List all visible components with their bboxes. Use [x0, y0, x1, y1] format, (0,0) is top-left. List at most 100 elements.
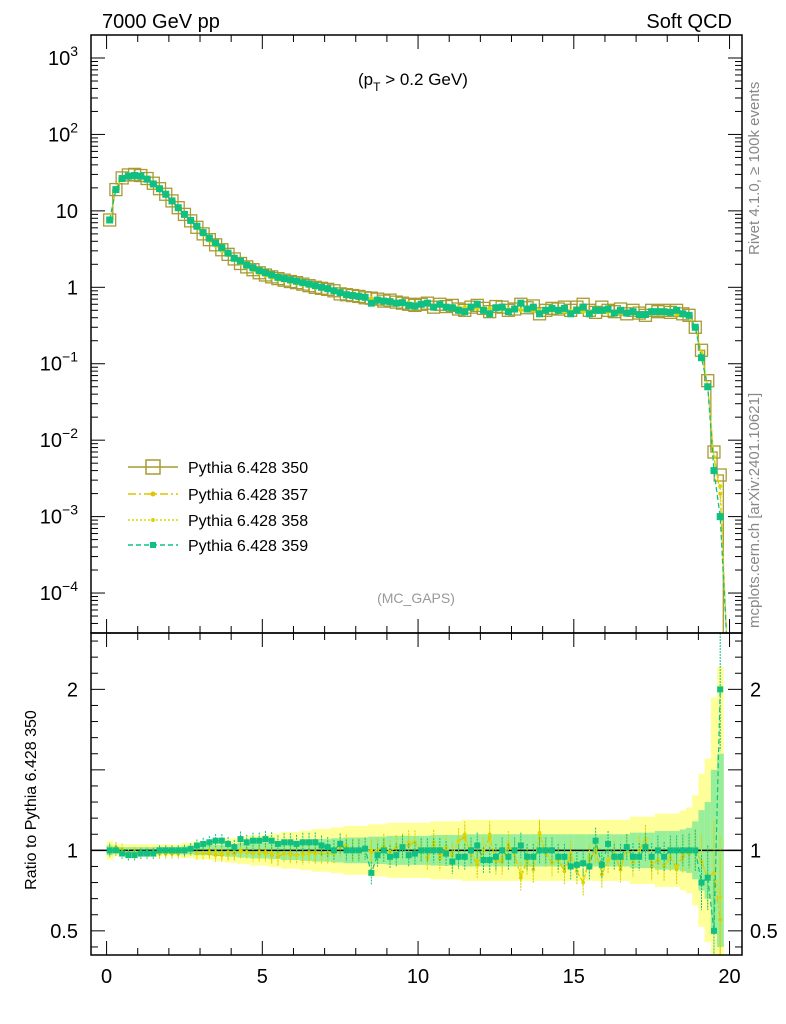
data-point-358 — [581, 309, 586, 314]
ratio-point-359 — [480, 857, 487, 864]
reference-uncertainty-band — [106, 666, 724, 955]
ratio-point-359 — [710, 927, 717, 934]
data-point-359 — [143, 175, 151, 183]
legend-entry-350: Pythia 6.428 350 — [128, 459, 308, 477]
ratio-point-359 — [486, 857, 493, 864]
data-point-359 — [274, 273, 282, 281]
ratio-point-359 — [679, 847, 686, 854]
ratio-point-359 — [555, 853, 562, 860]
series-line-357 — [109, 174, 728, 634]
ratio-frame — [90, 632, 743, 956]
ratio-point-359 — [181, 847, 188, 854]
data-point-359 — [704, 383, 712, 391]
ratio-line-359 — [109, 689, 721, 931]
ratio-point-359 — [449, 858, 456, 865]
ratio-point-359 — [542, 847, 549, 854]
data-point-359 — [585, 310, 593, 318]
data-point-359 — [305, 280, 313, 288]
ratio-point-359 — [281, 839, 288, 846]
ratio-point-359 — [673, 847, 680, 854]
ratio-y-tick-label-right: 2 — [750, 679, 761, 701]
ratio-point-358 — [307, 851, 311, 856]
rivet-version-label: Rivet 4.1.0, ≥ 100k events — [746, 82, 763, 255]
ratio-point-358 — [220, 851, 224, 856]
data-point-359 — [330, 287, 338, 295]
data-point-359 — [641, 311, 649, 319]
data-point-359 — [405, 301, 413, 309]
data-point-359 — [317, 283, 325, 291]
ratio-point-359 — [268, 837, 275, 844]
ratio-point-358 — [294, 853, 299, 857]
main-plot-area — [103, 167, 730, 634]
ratio-point-359 — [349, 847, 356, 854]
data-point-359 — [280, 275, 288, 283]
data-point-359 — [249, 264, 257, 272]
data-point-359 — [461, 308, 469, 316]
x-tick-label: 20 — [718, 966, 740, 988]
ratio-point-358 — [674, 864, 679, 869]
data-point-359 — [112, 186, 120, 194]
data-point-359 — [180, 210, 188, 218]
ratio-point-359 — [274, 840, 281, 847]
ratio-line-357 — [109, 834, 721, 920]
legend-entry-358: Pythia 6.428 358 — [128, 513, 308, 530]
data-point-359 — [268, 271, 276, 279]
data-point-359 — [386, 298, 394, 306]
data-point-359 — [261, 269, 269, 277]
data-point-359 — [162, 190, 170, 198]
data-point-359 — [698, 354, 706, 362]
data-point-359 — [367, 299, 375, 307]
data-point-359 — [573, 306, 581, 314]
data-point-358 — [487, 306, 492, 311]
y-tick-label: 10−2 — [40, 425, 78, 452]
ratio-point-359 — [536, 847, 543, 854]
ratio-point-359 — [212, 837, 219, 844]
data-point-358 — [462, 305, 467, 310]
ratio-point-359 — [517, 842, 524, 849]
legend-entry-357: Pythia 6.428 357 — [128, 487, 308, 504]
series-line-350 — [106, 173, 730, 634]
series-line-359 — [109, 174, 728, 634]
ratio-point-358 — [606, 858, 610, 862]
ratio-point-358 — [406, 840, 411, 845]
ratio-point-359 — [144, 850, 151, 857]
data-point-359 — [623, 309, 631, 317]
ratio-point-359 — [243, 839, 250, 846]
ratio-y-tick-label-right: 1 — [750, 840, 761, 862]
ratio-point-359 — [499, 847, 506, 854]
process-label: Soft QCD — [646, 11, 732, 33]
x-tick-label: 5 — [257, 966, 268, 988]
ratio-point-359 — [717, 686, 724, 693]
ratio-point-359 — [524, 853, 531, 860]
series-line-358 — [109, 173, 728, 634]
ratio-point-359 — [430, 847, 437, 854]
data-point-359 — [691, 323, 699, 331]
data-point-358 — [369, 296, 374, 301]
x-tick-label: 10 — [407, 966, 429, 988]
ratio-point-359 — [293, 840, 300, 847]
ratio-point-358 — [269, 851, 274, 856]
ratio-point-359 — [411, 850, 418, 857]
data-point-359 — [311, 282, 319, 290]
ratio-point-358 — [494, 859, 498, 864]
data-point-359 — [342, 291, 350, 299]
legend-entry-359: Pythia 6.428 359 — [128, 538, 308, 555]
data-point-359 — [579, 303, 587, 311]
ratio-point-359 — [592, 837, 599, 844]
ratio-point-359 — [150, 850, 157, 857]
data-point-359 — [374, 296, 382, 304]
ratio-point-358 — [500, 856, 504, 861]
data-point-359 — [660, 308, 668, 316]
ratio-point-359 — [661, 853, 668, 860]
legend-label-359: Pythia 6.428 359 — [188, 538, 308, 555]
ratio-point-359 — [629, 853, 636, 860]
ratio-point-358 — [438, 853, 442, 857]
ratio-point-358 — [519, 872, 523, 877]
ratio-point-358 — [213, 850, 218, 854]
data-point-359 — [299, 279, 307, 287]
y-tick-label: 10−4 — [40, 578, 78, 605]
data-point-359 — [467, 303, 475, 311]
ratio-point-359 — [262, 836, 269, 843]
data-point-359 — [430, 303, 438, 311]
